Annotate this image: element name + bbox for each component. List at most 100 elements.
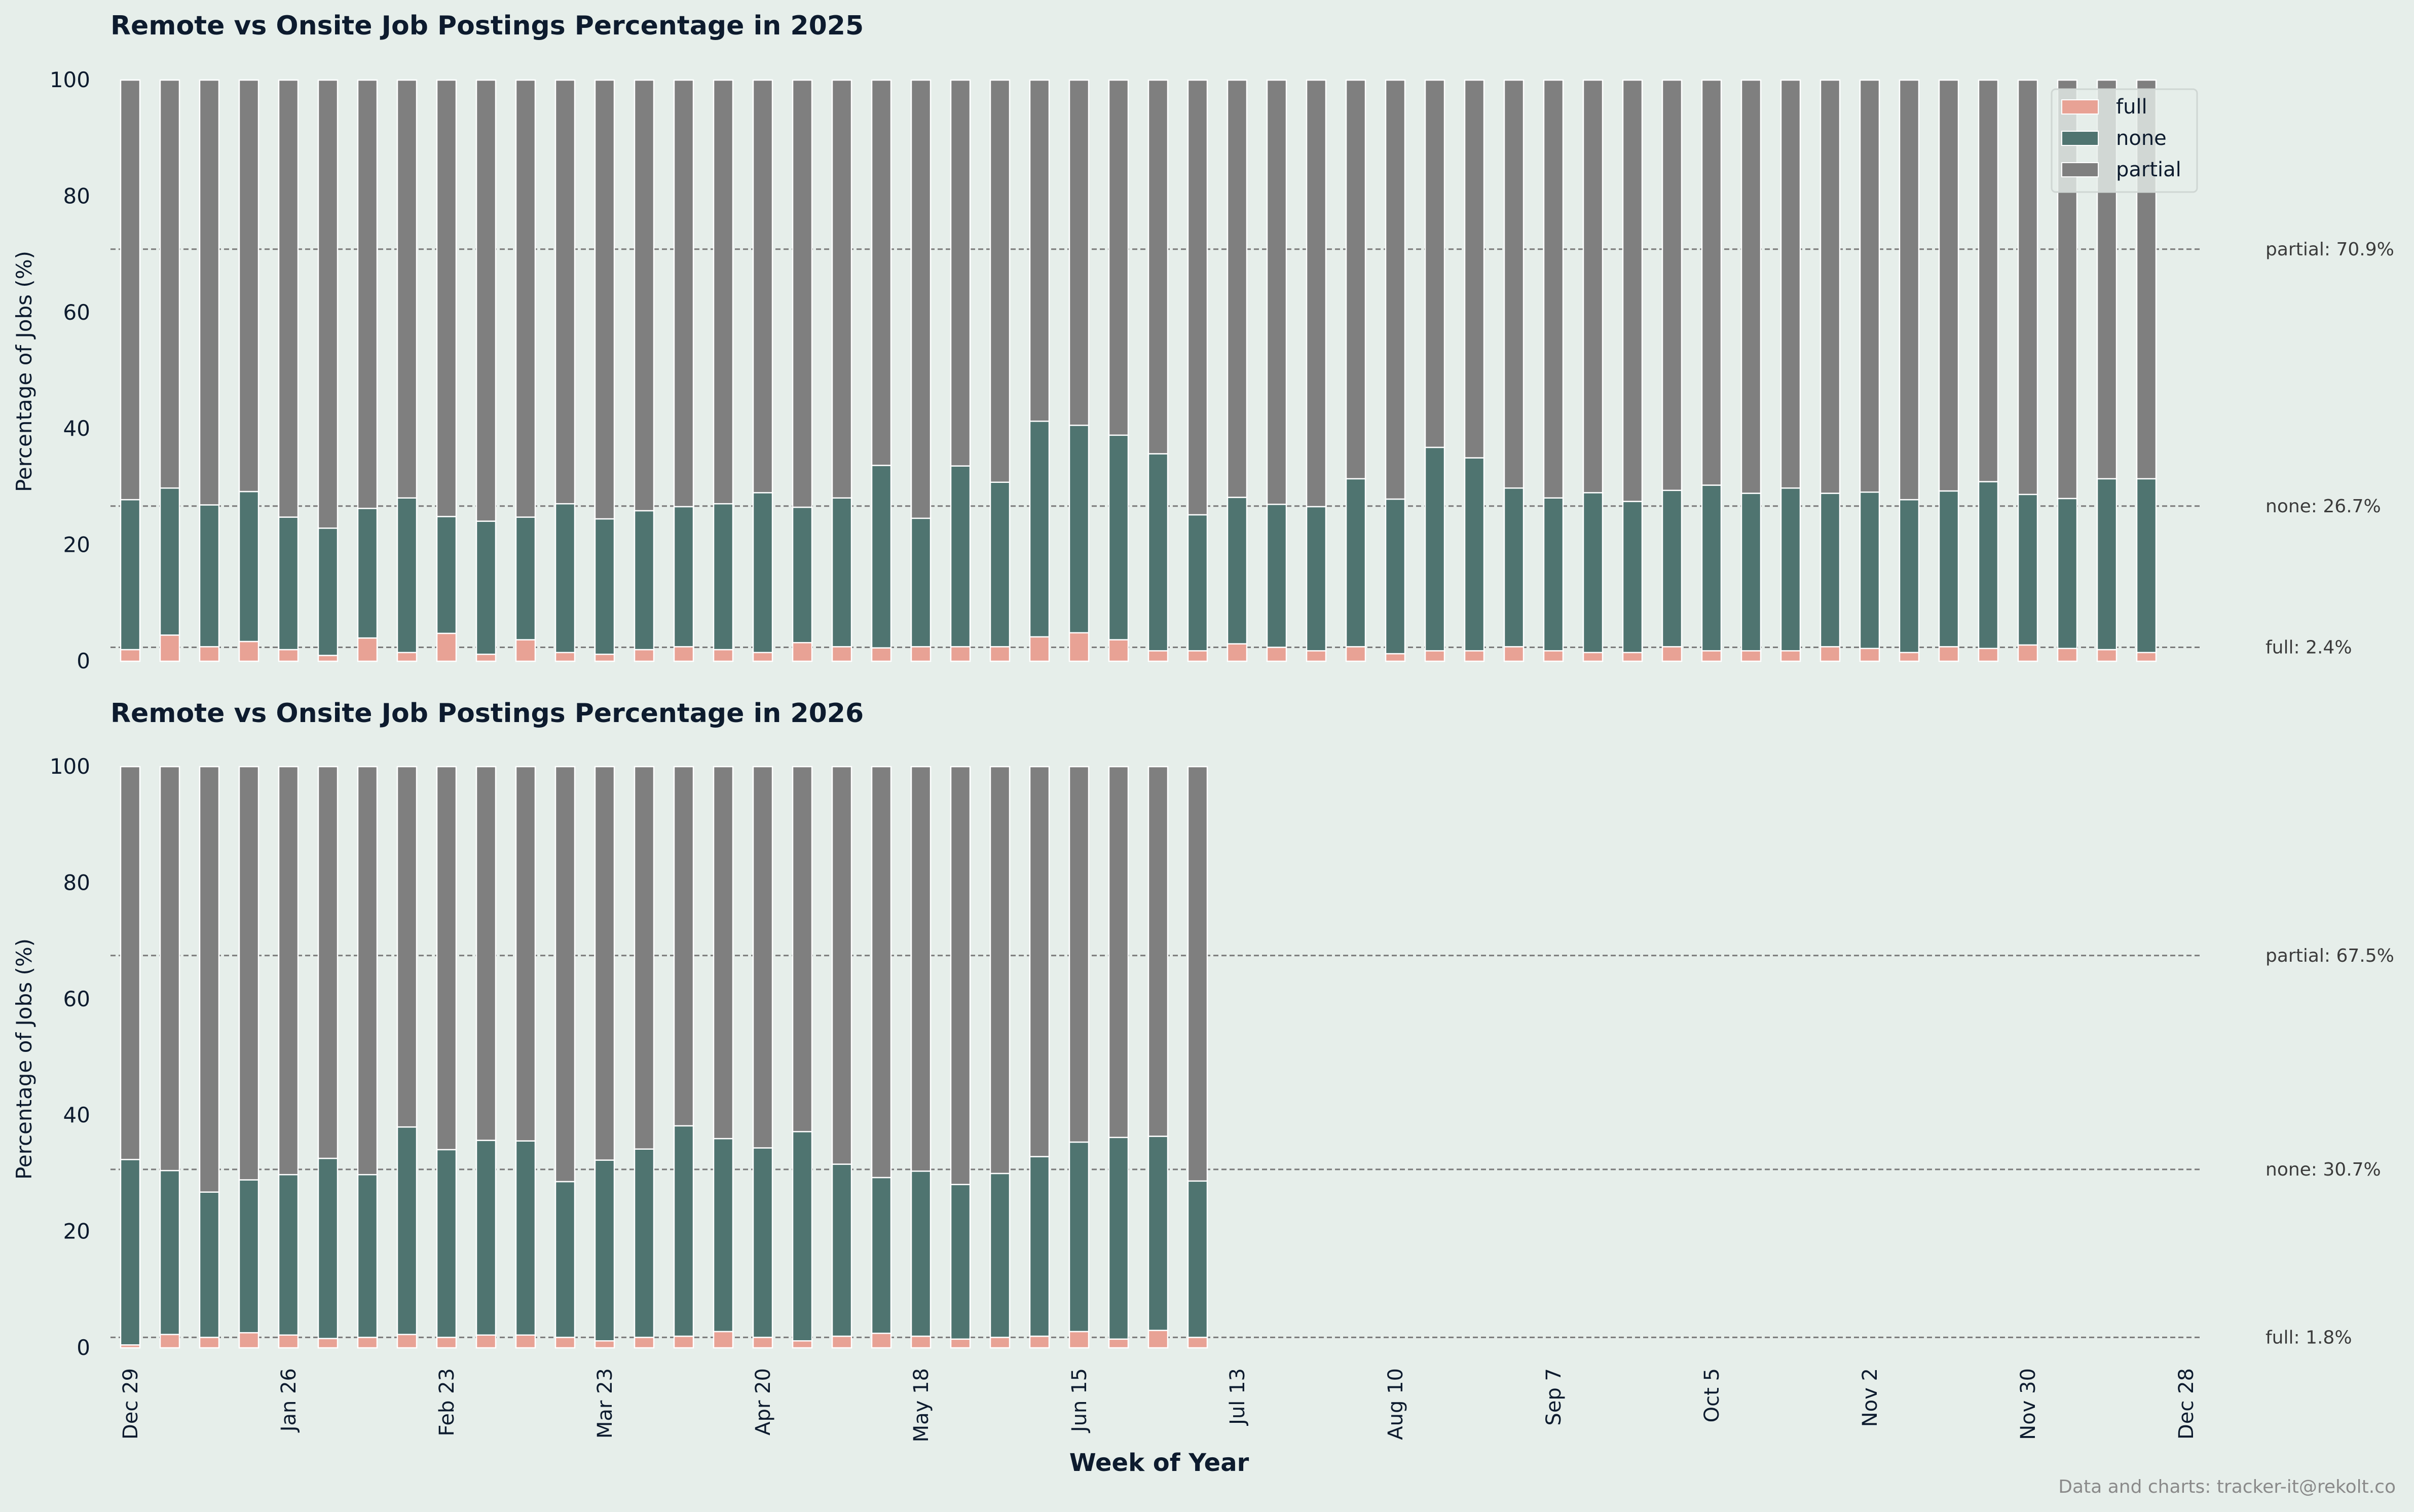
bar-full-2025 (713, 649, 734, 662)
y-tick-label: 100 (50, 754, 90, 779)
bar-none-2025 (1661, 489, 1683, 648)
bar-partial-2025 (159, 79, 180, 489)
bar-full-2025 (1227, 643, 1248, 662)
bar-partial-2025 (475, 79, 497, 522)
bar-partial-2025 (1622, 79, 1643, 502)
bar-full-2025 (1740, 650, 1762, 662)
y-tick-label: 60 (63, 300, 90, 325)
bar-full-2025 (1266, 647, 1287, 662)
bar-full-2026 (910, 1335, 932, 1349)
bar-none-2025 (1266, 504, 1287, 648)
bar-full-2026 (396, 1334, 418, 1349)
x-tick-label: Feb 23 (435, 1368, 459, 1436)
bar-none-2026 (1068, 1141, 1090, 1333)
bar-full-2025 (1147, 650, 1169, 662)
bar-full-2025 (1464, 650, 1485, 662)
bar-none-2026 (475, 1140, 497, 1336)
reference-annotation: full: 2.4% (2266, 637, 2352, 658)
bar-full-2025 (1424, 650, 1445, 662)
bar-partial-2025 (317, 79, 339, 529)
legend-swatch-none (2061, 131, 2099, 146)
bar-partial-2025 (1147, 79, 1169, 455)
bar-partial-2025 (1780, 79, 1801, 489)
bar-none-2025 (1147, 453, 1169, 652)
bar-full-2025 (792, 642, 813, 662)
bar-none-2025 (871, 465, 892, 649)
bar-full-2025 (634, 649, 655, 662)
bar-partial-2026 (475, 766, 497, 1141)
bar-none-2025 (1503, 487, 1525, 648)
bar-full-2025 (871, 647, 892, 662)
bar-partial-2026 (594, 766, 615, 1161)
bar-partial-2025 (1978, 79, 1999, 482)
x-tick-label: Nov 2 (1859, 1368, 1882, 1427)
bar-partial-2026 (1187, 766, 1208, 1182)
bar-full-2026 (831, 1335, 852, 1349)
bar-full-2026 (673, 1335, 694, 1349)
x-tick-label: Apr 20 (752, 1368, 775, 1435)
bar-full-2025 (1068, 632, 1090, 662)
bar-partial-2025 (1701, 79, 1722, 486)
bar-none-2026 (950, 1184, 971, 1340)
bar-full-2026 (594, 1340, 615, 1349)
bar-none-2026 (910, 1170, 932, 1337)
bar-partial-2025 (1464, 79, 1485, 459)
bar-full-2025 (554, 652, 576, 662)
bar-none-2025 (2057, 498, 2078, 650)
bar-none-2026 (594, 1159, 615, 1342)
bar-partial-2025 (594, 79, 615, 520)
bar-partial-2025 (1424, 79, 1445, 448)
bar-full-2026 (1108, 1338, 1129, 1349)
bar-full-2025 (673, 646, 694, 662)
bar-none-2025 (752, 492, 773, 654)
bar-partial-2025 (831, 79, 852, 499)
bar-full-2026 (554, 1337, 576, 1349)
bar-partial-2025 (199, 79, 220, 506)
bar-full-2026 (1147, 1330, 1169, 1349)
bar-none-2025 (1622, 501, 1643, 654)
bar-none-2026 (1187, 1180, 1208, 1338)
bar-none-2025 (594, 518, 615, 655)
bar-full-2025 (436, 632, 457, 662)
bar-none-2025 (831, 497, 852, 648)
bar-none-2025 (1543, 497, 1564, 652)
reference-annotation: none: 26.7% (2266, 496, 2381, 517)
bar-full-2025 (1978, 648, 1999, 662)
bar-partial-2025 (634, 79, 655, 512)
chart-2026-title: Remote vs Onsite Job Postings Percentage… (110, 698, 864, 729)
bar-full-2026 (1068, 1331, 1090, 1349)
bar-none-2025 (634, 510, 655, 651)
bar-partial-2025 (1819, 79, 1841, 494)
chart-2025-bars (120, 79, 2157, 662)
bar-none-2026 (1147, 1136, 1169, 1331)
bar-partial-2025 (1108, 79, 1129, 436)
bar-full-2025 (1543, 650, 1564, 662)
y-tick-label: 80 (63, 183, 90, 208)
bar-partial-2026 (673, 766, 694, 1127)
bar-partial-2025 (554, 79, 576, 505)
bar-full-2025 (1108, 639, 1129, 662)
legend-label-none: none (2116, 127, 2167, 150)
x-tick-label: Sep 7 (1542, 1368, 1566, 1426)
bar-none-2025 (1108, 434, 1129, 640)
bar-none-2025 (1978, 481, 1999, 650)
bar-partial-2026 (1147, 766, 1169, 1137)
bar-none-2025 (1780, 487, 1801, 652)
chart-2025-title: Remote vs Onsite Job Postings Percentage… (110, 11, 864, 41)
bar-none-2026 (871, 1177, 892, 1334)
y-tick-label: 20 (63, 533, 90, 557)
bar-none-2025 (792, 506, 813, 644)
bar-partial-2026 (1029, 766, 1050, 1157)
bar-none-2025 (1938, 490, 1959, 648)
bar-partial-2025 (713, 79, 734, 505)
bar-full-2025 (199, 646, 220, 662)
y-tick-label: 100 (50, 67, 90, 92)
bar-none-2025 (1859, 491, 1880, 650)
bar-partial-2025 (120, 79, 141, 501)
bar-full-2026 (436, 1337, 457, 1349)
bar-none-2026 (1029, 1156, 1050, 1337)
bar-none-2025 (2136, 478, 2157, 654)
bar-none-2025 (357, 508, 378, 639)
bar-partial-2025 (436, 79, 457, 517)
bar-partial-2025 (752, 79, 773, 494)
